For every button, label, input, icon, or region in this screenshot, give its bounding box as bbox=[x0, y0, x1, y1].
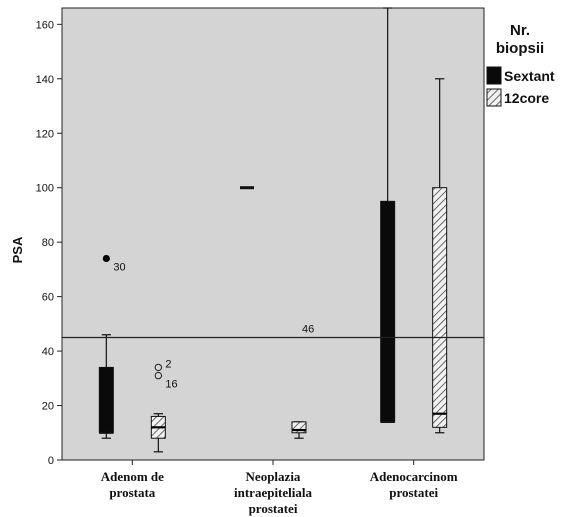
box-12core-3 bbox=[432, 78, 448, 434]
x-category-label: prostatei bbox=[249, 501, 298, 516]
legend-swatch-12core bbox=[486, 88, 502, 107]
legend-title: biopsii bbox=[496, 40, 544, 57]
legend-label-sextant: Sextant bbox=[504, 68, 555, 84]
y-tick-label: 40 bbox=[42, 346, 54, 358]
outlier-point bbox=[102, 254, 110, 263]
y-tick-label: 20 bbox=[42, 401, 54, 413]
x-category-label: Adenocarcinom bbox=[370, 469, 458, 484]
box-iqr bbox=[432, 187, 448, 428]
outlier-label: 30 bbox=[113, 262, 125, 274]
box-12core-1: 2 16 bbox=[150, 358, 178, 453]
outlier-point bbox=[154, 363, 163, 372]
plot-area bbox=[61, 7, 485, 461]
y-tick-label: 60 bbox=[42, 292, 54, 304]
x-category-label: intraepiteliala bbox=[234, 485, 312, 500]
x-category-label: prostatei bbox=[389, 485, 438, 500]
x-category-label: Adenom de bbox=[101, 469, 164, 484]
outlier-point bbox=[154, 371, 163, 380]
x-category-label: Neoplazia bbox=[246, 469, 301, 484]
y-axis: 0 20 40 60 80 100 120 140 160 bbox=[36, 19, 62, 467]
box-sextant-1: 30 bbox=[98, 254, 126, 439]
reference-line-group: 46 bbox=[62, 323, 484, 339]
y-tick-label: 140 bbox=[36, 74, 54, 86]
legend-swatch-sextant bbox=[486, 66, 502, 85]
outlier-label: 2 bbox=[165, 358, 171, 370]
box-12core-2 bbox=[291, 421, 307, 439]
y-tick-label: 80 bbox=[42, 237, 54, 249]
y-tick-label: 100 bbox=[36, 183, 54, 195]
box-iqr bbox=[291, 421, 307, 434]
reference-line-label: 46 bbox=[302, 323, 314, 335]
box-group: 30 2 16 bbox=[98, 7, 448, 453]
y-tick-label: 160 bbox=[36, 19, 54, 31]
box-iqr bbox=[380, 200, 396, 423]
box-sextant-3 bbox=[380, 7, 396, 423]
y-axis-label: PSA bbox=[10, 236, 25, 263]
legend-label-12core: 12core bbox=[504, 90, 549, 106]
legend-title: Nr. bbox=[510, 22, 530, 39]
x-category-label: prostata bbox=[109, 485, 155, 500]
y-tick-label: 0 bbox=[48, 455, 54, 467]
outlier-label: 16 bbox=[165, 379, 177, 391]
box-iqr bbox=[98, 366, 114, 434]
y-tick-label: 120 bbox=[36, 128, 54, 140]
legend: Nr.biopsii Sextant 12core bbox=[486, 22, 555, 107]
